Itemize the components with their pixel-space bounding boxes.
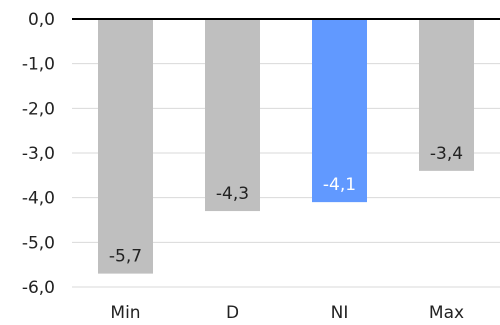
data-label: -5,7: [109, 247, 142, 267]
data-labels: -5,7 -4,3 -4,1 -3,4: [109, 144, 463, 267]
x-category-label: Max: [429, 303, 464, 323]
y-tick-label: -3,0: [22, 144, 55, 164]
bars: [98, 19, 474, 274]
bar-ni: [312, 19, 367, 203]
y-tick-label: -4,0: [22, 189, 55, 209]
data-label: -4,3: [216, 184, 249, 204]
bar-max: [419, 19, 474, 171]
x-category-label: D: [226, 303, 239, 323]
y-tick-label: -1,0: [22, 55, 55, 75]
y-tick-label: -2,0: [22, 99, 55, 119]
bar-d: [205, 19, 260, 212]
y-tick-label: -5,0: [22, 233, 55, 253]
data-label: -4,1: [323, 175, 356, 195]
bar-min: [98, 19, 153, 274]
x-category-label: NI: [331, 303, 349, 323]
y-tick-label: 0,0: [28, 10, 55, 30]
x-axis-categories: Min D NI Max: [110, 303, 464, 323]
y-tick-label: -6,0: [22, 278, 55, 298]
y-axis-ticks: 0,0 -1,0 -2,0 -3,0 -4,0 -5,0 -6,0: [22, 10, 55, 298]
data-label: -3,4: [430, 144, 463, 164]
x-category-label: Min: [110, 303, 140, 323]
